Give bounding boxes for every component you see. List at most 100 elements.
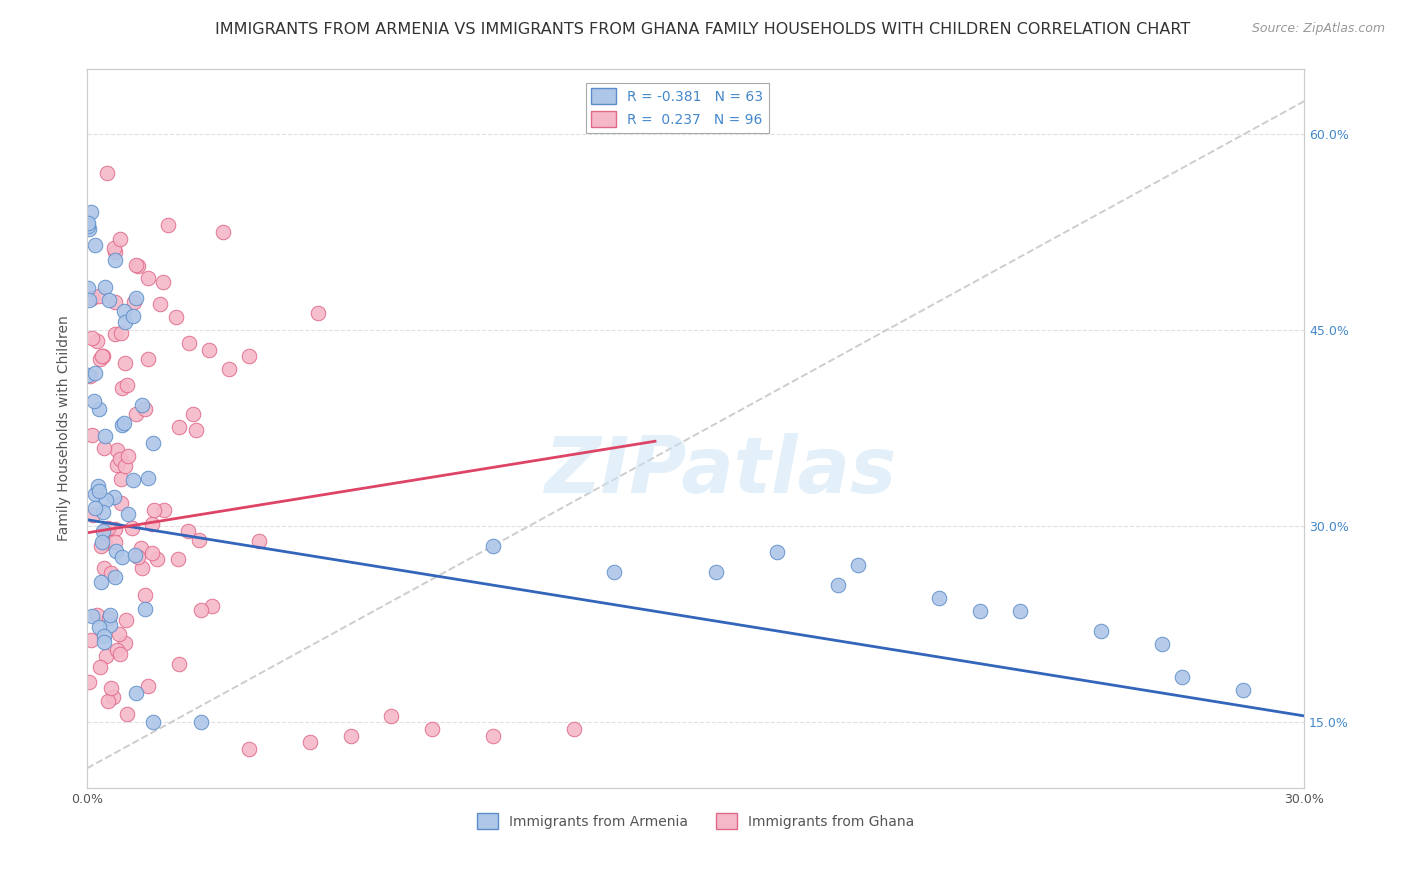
Point [91,535,114,549]
Point [134,402,156,417]
Point [89,620,111,634]
Point [91,349,114,363]
Point [928,591,950,606]
Point [94,649,117,664]
Point [100,566,122,580]
Point [201,599,224,613]
Point [110,326,132,341]
Point [98,611,121,625]
Point [131,561,153,575]
Legend: Immigrants from Armenia, Immigrants from Ghana: Immigrants from Armenia, Immigrants from… [471,807,920,835]
Point [103,241,125,255]
Point [603,565,626,579]
Point [89,483,111,498]
Point [117,449,139,463]
Point [121,521,143,535]
Point [83,394,105,409]
Point [77,368,100,383]
Point [79,368,101,383]
Point [112,303,135,318]
Point [136,270,159,285]
Point [93,524,115,538]
Point [77,293,100,307]
Point [97,694,120,708]
Point [846,558,869,573]
Point [1010,604,1032,618]
Point [114,356,136,370]
Point [77,281,100,295]
Point [104,535,127,549]
Point [127,550,149,565]
Point [167,657,190,672]
Point [141,546,163,560]
Point [108,231,131,245]
Point [562,722,585,736]
Point [969,604,991,618]
Point [89,401,111,416]
Point [704,565,727,579]
Point [98,608,121,623]
Point [125,291,148,305]
Point [177,524,200,538]
Point [105,443,128,458]
Point [125,258,148,272]
Point [104,326,127,341]
Point [91,349,114,363]
Point [340,729,363,743]
Point [89,659,111,673]
Point [94,536,117,550]
Point [481,729,503,743]
Point [218,362,240,376]
Point [134,588,156,602]
Point [79,674,101,689]
Point [93,561,115,575]
Point [97,521,120,535]
Text: ZIPatlas: ZIPatlas [544,434,896,509]
Point [111,418,134,433]
Point [131,541,153,555]
Point [104,253,127,268]
Point [186,423,208,437]
Point [122,310,145,324]
Point [190,715,212,730]
Point [107,626,129,640]
Point [307,306,329,320]
Point [136,352,159,367]
Point [83,366,105,380]
Point [89,351,111,366]
Point [94,280,117,294]
Point [117,706,139,721]
Point [105,458,128,472]
Point [1232,682,1254,697]
Point [114,613,136,627]
Point [77,219,100,233]
Point [166,551,188,566]
Point [153,503,176,517]
Point [141,516,163,531]
Point [827,578,849,592]
Point [131,398,153,412]
Point [212,225,235,239]
Point [167,419,190,434]
Point [111,382,134,396]
Point [1090,624,1112,638]
Point [108,452,131,467]
Point [82,291,104,305]
Point [380,709,402,723]
Point [82,428,104,442]
Text: Source: ZipAtlas.com: Source: ZipAtlas.com [1251,22,1385,36]
Point [96,166,118,180]
Point [149,297,172,311]
Point [77,222,100,236]
Point [1152,637,1174,651]
Point [100,681,122,695]
Point [122,294,145,309]
Point [198,343,221,357]
Point [299,735,322,749]
Point [90,574,112,589]
Point [127,259,149,273]
Point [125,686,148,700]
Point [97,293,120,308]
Point [82,508,104,522]
Point [104,543,127,558]
